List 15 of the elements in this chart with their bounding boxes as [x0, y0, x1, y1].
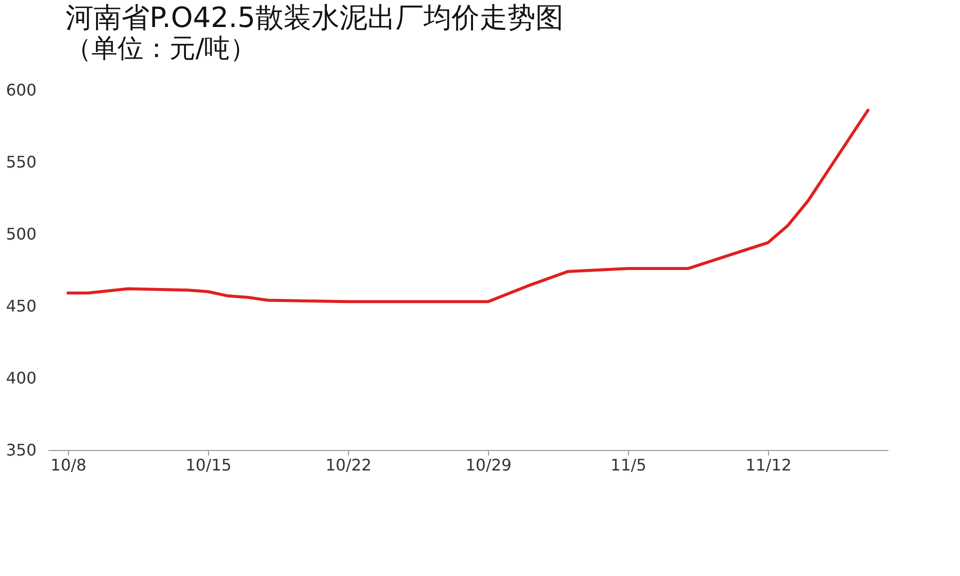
chart-title: 河南省P.O42.5散装水泥出厂均价走势图	[65, 1, 564, 34]
y-tick-label: 500	[6, 224, 36, 244]
x-tick-label: 11/12	[745, 456, 792, 474]
y-tick-label: 350	[6, 440, 36, 460]
x-tick-label: 10/29	[465, 456, 512, 474]
x-tick-label: 10/15	[185, 456, 232, 474]
y-tick-label: 400	[6, 368, 36, 388]
line-series	[66, 108, 870, 304]
chart-subtitle: （单位：元/吨）	[65, 34, 256, 64]
x-tick-label: 11/5	[610, 456, 646, 474]
x-tick-label: 10/22	[325, 456, 372, 474]
y-tick-label: 550	[6, 152, 36, 172]
y-tick-label: 600	[6, 80, 36, 100]
x-tick-label: 10/8	[50, 456, 86, 474]
y-tick-label: 450	[6, 296, 36, 316]
